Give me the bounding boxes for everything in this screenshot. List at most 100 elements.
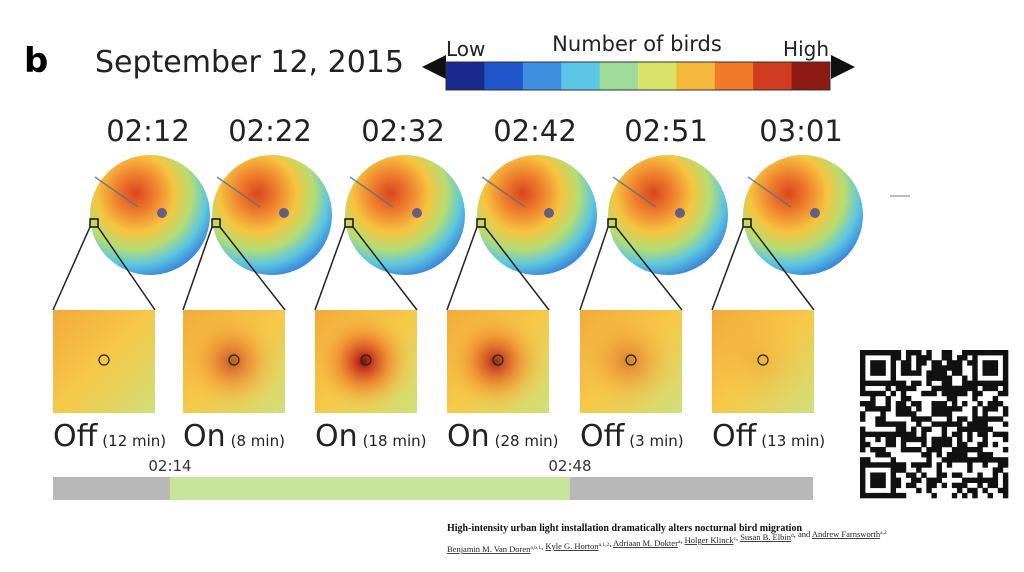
qr-module xyxy=(885,452,891,458)
qr-module xyxy=(921,436,927,443)
qr-module xyxy=(956,472,963,478)
qr-module xyxy=(875,431,881,438)
qr-module xyxy=(967,360,973,366)
qr-module xyxy=(860,492,866,499)
qr-module xyxy=(941,457,948,463)
qr-module xyxy=(962,401,968,407)
colorbar-swatch xyxy=(791,62,831,90)
qr-module xyxy=(982,411,988,417)
citation-authors: Benjamin M. Van Dorena,b,1, Kyle G. Hort… xyxy=(447,529,887,554)
qr-module xyxy=(977,426,983,432)
qr-module xyxy=(962,477,968,483)
qr-module xyxy=(967,462,973,468)
qr-module xyxy=(870,365,876,371)
qr-module xyxy=(916,350,922,356)
qr-module xyxy=(875,380,881,387)
qr-module xyxy=(977,380,983,387)
qr-code xyxy=(860,350,1009,499)
radar-disc xyxy=(608,155,728,275)
qr-module xyxy=(911,446,917,453)
qr-module xyxy=(865,401,871,407)
qr-module xyxy=(880,492,886,499)
frame-status: Off (13 min) xyxy=(712,419,825,454)
qr-module xyxy=(921,462,927,468)
frame-time: 02:12 xyxy=(106,114,190,148)
qr-module xyxy=(880,452,886,458)
qr-module xyxy=(977,431,983,438)
qr-module xyxy=(1002,350,1009,356)
qr-module xyxy=(890,457,897,463)
qr-module xyxy=(880,421,886,427)
zoom-box xyxy=(742,218,752,228)
qr-module xyxy=(931,411,937,417)
qr-module xyxy=(936,467,942,473)
qr-module xyxy=(880,482,886,489)
qr-module xyxy=(1002,487,1009,494)
qr-module xyxy=(962,457,968,463)
qr-module xyxy=(875,406,881,412)
qr-module xyxy=(977,421,983,427)
qr-module xyxy=(870,477,876,483)
qr-module xyxy=(890,355,897,361)
radar-beam xyxy=(481,176,526,208)
qr-module xyxy=(946,411,953,417)
qr-module xyxy=(956,385,963,392)
qr-module xyxy=(916,355,922,361)
colorbar-swatch xyxy=(714,62,754,90)
qr-module xyxy=(905,365,912,371)
qr-module xyxy=(1002,436,1009,443)
qr-module xyxy=(926,457,932,463)
qr-module xyxy=(900,380,907,387)
qr-module xyxy=(890,477,897,483)
timeline-on xyxy=(170,477,570,500)
qr-module xyxy=(895,421,902,427)
zoom-box xyxy=(89,218,99,228)
qr-module xyxy=(972,365,978,371)
qr-module xyxy=(972,355,978,361)
qr-module xyxy=(987,380,993,387)
qr-module xyxy=(1002,472,1009,478)
qr-module xyxy=(926,416,932,422)
qr-module xyxy=(921,472,927,478)
qr-module xyxy=(885,441,891,448)
radar-center xyxy=(675,208,685,218)
qr-module xyxy=(992,365,999,371)
qr-module xyxy=(890,431,897,438)
qr-module xyxy=(885,406,891,412)
qr-module xyxy=(880,462,886,468)
qr-module xyxy=(987,452,993,458)
qr-module xyxy=(972,416,978,422)
qr-module xyxy=(936,441,942,448)
qr-module xyxy=(982,426,988,432)
qr-module xyxy=(956,457,963,463)
qr-module xyxy=(875,360,881,366)
qr-module xyxy=(916,360,922,366)
qr-module xyxy=(860,472,866,478)
qr-module xyxy=(936,370,942,376)
qr-module xyxy=(987,406,993,412)
qr-module xyxy=(987,416,993,422)
qr-module xyxy=(951,406,958,412)
qr-module xyxy=(941,355,948,361)
frame-time: 03:01 xyxy=(759,114,843,148)
qr-module xyxy=(936,462,942,468)
qr-module xyxy=(870,380,876,387)
qr-module xyxy=(931,390,937,397)
qr-module xyxy=(890,487,897,494)
qr-module xyxy=(982,441,988,448)
zoom-line xyxy=(352,226,418,311)
qr-module xyxy=(931,446,937,453)
qr-module xyxy=(911,380,917,387)
qr-module xyxy=(880,350,886,356)
qr-module xyxy=(936,360,942,366)
zoom-box xyxy=(476,218,486,228)
qr-module xyxy=(905,436,912,443)
qr-module xyxy=(992,477,999,483)
qr-module xyxy=(946,360,953,366)
qr-module xyxy=(987,350,993,356)
author-name: Adriaan M. Dokter xyxy=(613,538,678,548)
qr-module xyxy=(905,406,912,412)
qr-module xyxy=(941,350,948,356)
qr-module xyxy=(890,370,897,376)
